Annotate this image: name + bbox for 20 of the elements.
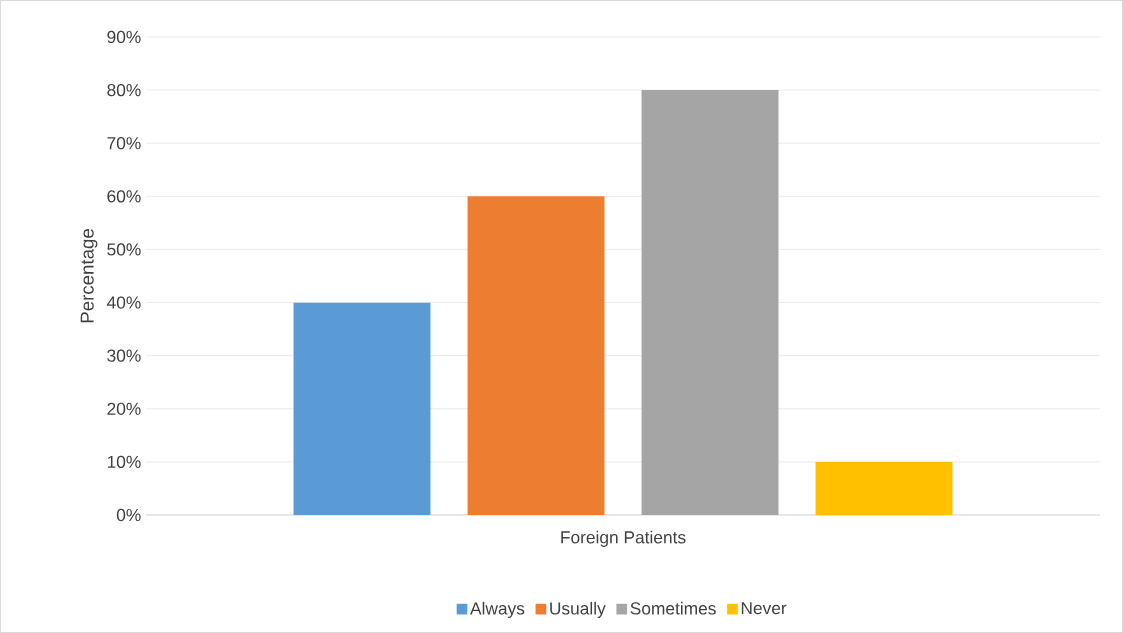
y-tick-label: 20%	[107, 402, 141, 415]
legend-label: Never	[741, 602, 787, 615]
bar	[641, 90, 779, 516]
y-tick-label: 0%	[116, 508, 141, 522]
y-tick-label: 30%	[107, 349, 141, 362]
legend-label: Always	[470, 601, 525, 619]
y-tick-label: 50%	[107, 243, 141, 256]
y-tick-label: 10%	[107, 455, 141, 469]
y-tick-label: 40%	[106, 296, 141, 309]
y-tick-label: 90%	[107, 30, 141, 44]
y-tick-label: 80%	[107, 83, 141, 97]
y-tick-label: 70%	[107, 137, 141, 150]
legend-label: Sometimes	[630, 601, 716, 615]
legend-label: Usually	[550, 601, 606, 619]
y-tick-label: 60%	[107, 190, 141, 203]
bar	[467, 196, 605, 516]
y-axis-title: Percentage	[80, 229, 98, 323]
bar	[293, 302, 431, 516]
bar	[815, 461, 953, 516]
x-tick-label: Foreign Patients	[561, 530, 686, 547]
